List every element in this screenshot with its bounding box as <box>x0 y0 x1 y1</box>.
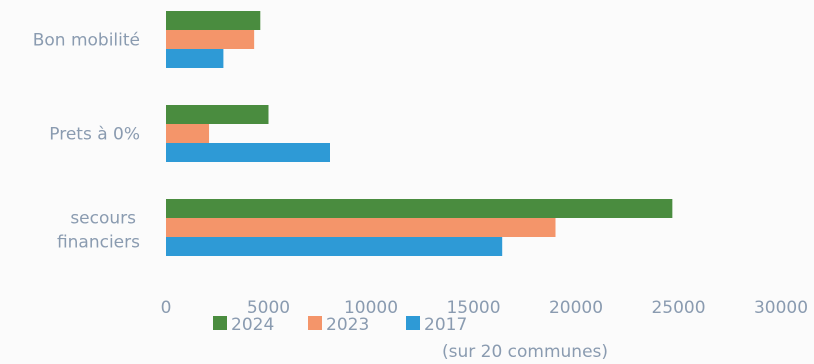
legend-swatch-2024 <box>213 316 227 330</box>
category-label-1: Prets à 0% <box>49 125 140 145</box>
bar-2017-cat-0 <box>166 49 224 68</box>
bar-2023-cat-1 <box>166 124 210 143</box>
x-tick-label-0: 0 <box>161 298 172 318</box>
legend-swatch-2023 <box>308 316 322 330</box>
x-tick-label-4: 20000 <box>549 298 603 318</box>
category-label-0: Bon mobilité <box>33 31 140 51</box>
x-tick-label-1: 5000 <box>247 298 290 318</box>
legend-label-2024: 2024 <box>231 315 274 335</box>
legend-swatch-2017 <box>406 316 420 330</box>
x-tick-label-6: 30000 <box>754 298 808 318</box>
bar-2017-cat-2 <box>166 237 503 256</box>
bar-2024-cat-1 <box>166 105 269 124</box>
x-tick-label-3: 15000 <box>446 298 500 318</box>
x-tick-label-2: 10000 <box>344 298 398 318</box>
bar-2023-cat-2 <box>166 218 556 237</box>
category-label-2: secours financiers <box>57 209 140 253</box>
bar-2024-cat-2 <box>166 199 673 218</box>
x-axis-label: (sur 20 communes) <box>442 342 608 362</box>
bar-2023-cat-0 <box>166 30 255 49</box>
bar-2017-cat-1 <box>166 143 330 162</box>
bar-2024-cat-0 <box>166 11 261 30</box>
legend-label-2023: 2023 <box>326 315 369 335</box>
legend-label-2017: 2017 <box>424 315 467 335</box>
x-tick-label-5: 25000 <box>651 298 705 318</box>
